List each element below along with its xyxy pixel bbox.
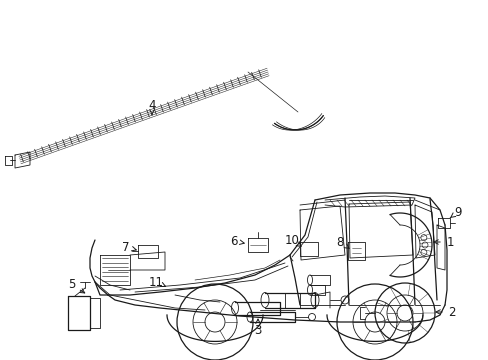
Text: 6: 6 — [230, 234, 237, 248]
Text: 11: 11 — [148, 275, 163, 288]
Text: 1: 1 — [446, 235, 453, 248]
Text: 3: 3 — [254, 324, 261, 337]
Text: 2: 2 — [447, 306, 455, 319]
Text: 7: 7 — [122, 240, 129, 253]
Text: 8: 8 — [336, 235, 343, 248]
Text: 10: 10 — [284, 234, 299, 247]
Text: 5: 5 — [68, 279, 76, 292]
Text: 9: 9 — [453, 206, 461, 219]
Text: 4: 4 — [148, 99, 156, 112]
